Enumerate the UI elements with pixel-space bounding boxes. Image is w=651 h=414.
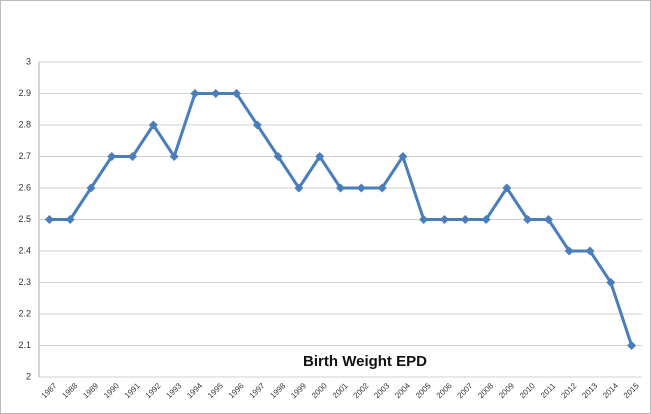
marker	[273, 152, 283, 161]
marker	[148, 120, 158, 130]
marker	[252, 120, 262, 130]
plot	[44, 89, 637, 350]
marker	[169, 152, 179, 161]
y-tick-label: 2.6	[18, 182, 31, 192]
y-tick-label: 2.1	[18, 340, 31, 350]
marker	[86, 183, 96, 193]
marker	[543, 215, 553, 224]
marker	[44, 215, 54, 224]
y-tick-label: 2.7	[18, 151, 31, 161]
marker	[564, 246, 574, 256]
marker	[439, 215, 449, 224]
marker	[336, 183, 345, 193]
marker	[585, 246, 595, 256]
marker	[107, 152, 117, 161]
marker	[65, 215, 75, 224]
marker	[419, 215, 429, 224]
marker	[460, 215, 470, 224]
y-tick-label: 2.5	[18, 214, 31, 224]
marker	[377, 183, 387, 193]
y-tick-label: 2.8	[18, 119, 31, 129]
marker	[294, 183, 304, 193]
marker	[128, 152, 138, 161]
marker	[606, 278, 616, 287]
marker	[211, 89, 221, 98]
marker	[315, 152, 325, 161]
marker	[523, 215, 533, 224]
y-tick-label: 3	[26, 56, 31, 66]
marker	[232, 89, 242, 98]
marker	[190, 89, 200, 98]
y-tick-label: 2.2	[18, 308, 31, 318]
y-tick-label: 2.4	[18, 245, 31, 255]
marker	[627, 341, 637, 350]
y-tick-label: 2	[26, 371, 31, 381]
marker	[356, 183, 366, 193]
y-tick-label: 2.9	[18, 88, 31, 98]
chart-title: Birth Weight EPD	[303, 353, 427, 370]
y-tick-label: 2.3	[18, 277, 31, 287]
marker	[481, 215, 491, 224]
marker	[502, 183, 512, 193]
marker	[398, 152, 408, 161]
